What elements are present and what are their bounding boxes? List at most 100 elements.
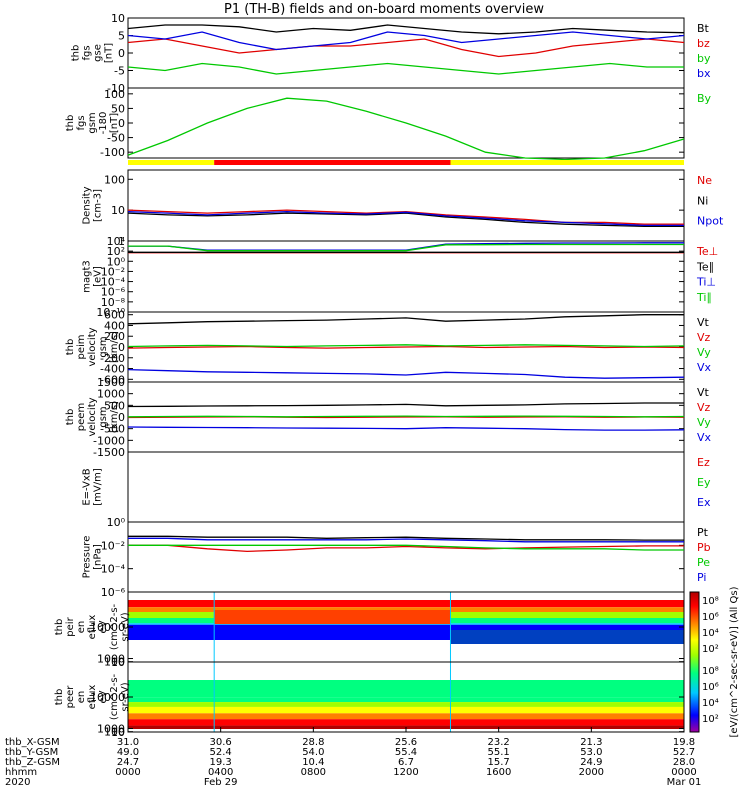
heatmap-band: [450, 630, 684, 644]
y-tick-label: 100: [104, 88, 125, 101]
y-tick-label: 10⁻¹⁰: [96, 306, 125, 319]
legend-entry: Pi: [697, 571, 706, 584]
series-line-Pi: [128, 537, 684, 543]
y-axis-label: thbpeemvelocitygsm[km/s]: [65, 397, 120, 436]
legend-entry: Vt: [697, 386, 710, 399]
legend-entry: Npot: [697, 215, 724, 228]
y-tick-label: 10000: [90, 691, 125, 704]
legend-entry: Ne: [697, 174, 712, 187]
legend-entry: Pb: [697, 541, 711, 554]
plot-title: P1 (TH-B) fields and on-board moments ov…: [224, 2, 544, 17]
colorbar-tick: 10⁶: [702, 682, 719, 693]
y-axis-label: Pressure[nPa]: [82, 536, 104, 579]
x-tick-label: 28.0: [673, 757, 695, 768]
y-tick-label: -400: [100, 363, 125, 376]
x-tick-label: 24.7: [117, 757, 139, 768]
x-row-label: hhmm: [5, 767, 37, 778]
y-tick-label: 10⁻⁴: [101, 276, 126, 289]
x-tick-label: 25.6: [395, 737, 417, 748]
y-tick-label: 200: [104, 330, 125, 343]
series-line-Vx: [127, 426, 685, 431]
series-line-Vz: [127, 345, 685, 349]
y-tick-label: 10⁻⁴: [101, 563, 126, 576]
y-axis-label: thbpeerenefluxeV(cm^2-s-sr-eV): [54, 673, 131, 720]
heatmap-band: [128, 697, 684, 703]
y-tick-label: 100: [104, 173, 125, 186]
heatmap-band: [214, 610, 451, 624]
y-tick-label: -200: [100, 352, 125, 365]
x-tick-label: 0400: [208, 767, 233, 778]
y-tick-label: 500: [104, 399, 125, 412]
colorbar-tick: 10²: [702, 644, 719, 655]
legend-entry: Vz: [697, 331, 711, 344]
colorbar-label: [eV/(cm^2-sec-sr-eV)] (All Qs): [729, 586, 740, 737]
y-tick-label: 10: [111, 204, 125, 217]
legend-entry: bx: [697, 67, 711, 80]
y-tick-label: 1: [118, 235, 125, 248]
series-line-Vt: [127, 402, 684, 408]
x-tick-label: Feb 29: [204, 777, 238, 788]
panel-frame: [127, 521, 685, 593]
legend-entry: bz: [697, 37, 710, 50]
y-tick-label: 10: [111, 12, 125, 25]
legend-entry: Vx: [697, 431, 712, 444]
x-tick-label: 1200: [393, 767, 418, 778]
legend-entry: Ex: [697, 496, 711, 509]
heatmap-band: [128, 607, 684, 612]
x-tick-label: 31.0: [117, 737, 139, 748]
colorbar-tick: 10⁴: [702, 628, 719, 639]
heatmap-band: [128, 713, 684, 720]
x-tick-label: 10.4: [302, 757, 324, 768]
x-tick-label: 1600: [486, 767, 511, 778]
panel-density: 100 10 1 Density[cm-3] Ne Ni Npot: [82, 169, 724, 248]
series-line-Pt: [128, 535, 684, 541]
heatmap-band: [128, 706, 684, 714]
legend-entry: Ey: [697, 476, 711, 489]
y-tick-label: 10⁻⁶: [101, 586, 126, 599]
legend-entry: Pt: [697, 526, 709, 539]
y-tick-label: -600: [100, 373, 125, 386]
legend-entry: By: [697, 92, 712, 105]
x-row-label: thb_Z-GSM: [5, 757, 60, 768]
y-tick-label: -1000: [93, 434, 125, 447]
y-tick-label: 1000: [97, 653, 125, 666]
series-line-Bt: [127, 24, 685, 35]
x-tick-label: 52.4: [210, 747, 232, 758]
x-tick-label: 30.6: [210, 737, 232, 748]
series-line-Vx: [127, 368, 685, 379]
y-tick-label: -10: [107, 82, 125, 95]
panel-pressure: 10⁰ 10⁻² 10⁻⁴ 10⁻⁶ Pressure[nPa] Pt Pb Pe Pi: [82, 516, 711, 599]
x-row-label: thb_X-GSM: [5, 737, 60, 748]
colorbar-tick: 10²: [702, 714, 719, 725]
series-line-by: [127, 62, 684, 75]
y-tick-label: -1500: [93, 446, 125, 459]
series-line-Npot: [127, 210, 684, 227]
panel-efield: E=-VxB[mV/m] Ez Ey Ex: [82, 451, 711, 523]
panel-mode_bar: [128, 160, 684, 165]
mode-segment: [214, 160, 451, 165]
mode-segment: [450, 160, 684, 165]
series-line-Pb: [128, 544, 684, 553]
x-tick-label: 15.7: [488, 757, 510, 768]
y-tick-label: 10⁰: [107, 255, 126, 268]
y-axis-label: Density[cm-3]: [82, 186, 104, 224]
y-tick-label: 10⁴: [107, 235, 126, 248]
heatmap-band: [128, 680, 684, 698]
x-tick-label: 54.0: [302, 747, 324, 758]
y-tick-label: 0: [118, 341, 125, 354]
series-line-Ne: [127, 209, 684, 225]
x-tick-label: 28.8: [302, 737, 324, 748]
x-tick-label: 23.2: [488, 737, 510, 748]
y-tick-label: 600: [104, 309, 125, 322]
panel-frame: [127, 240, 685, 313]
y-tick-label: 10⁻²: [101, 539, 125, 552]
legend-entry: Te∥: [696, 260, 714, 273]
legend-entry: Pe: [697, 556, 710, 569]
y-tick-label: -500: [100, 423, 125, 436]
panel-fgs_gse: 10 5 0 -5 -10 thbfgsgse[nT] Bt bz by bx: [71, 12, 711, 95]
y-tick-label: 0: [118, 117, 125, 130]
legend-entry: Ni: [697, 194, 708, 207]
